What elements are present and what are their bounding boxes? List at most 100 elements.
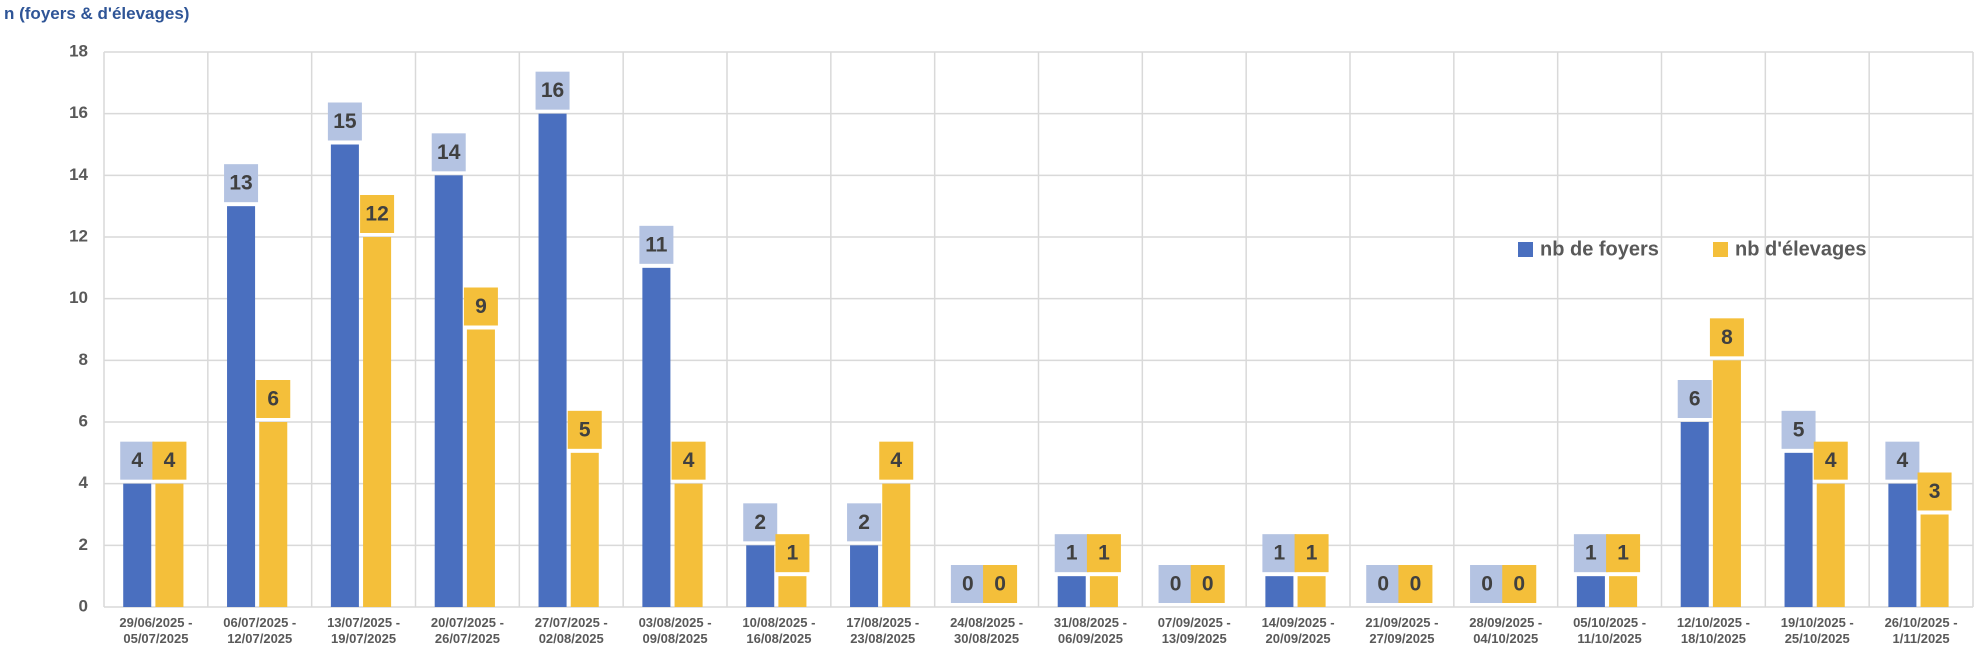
x-tick-label: 31/08/2025 - 06/09/2025	[1053, 615, 1127, 646]
bar	[227, 206, 256, 607]
bar	[1057, 576, 1086, 607]
value-label: 0	[1377, 573, 1389, 596]
value-label-box	[775, 534, 810, 573]
bar	[155, 483, 184, 607]
value-label: 11	[645, 233, 668, 256]
x-tick-label: 12/10/2025 - 18/10/2025	[1676, 615, 1750, 646]
bar	[259, 422, 288, 607]
x-tick-label: 10/08/2025 - 16/08/2025	[742, 615, 816, 646]
value-label: 1	[1306, 542, 1318, 565]
bar	[642, 267, 671, 607]
x-tick-label: 20/07/2025 - 26/07/2025	[430, 615, 504, 646]
value-label-box	[1366, 565, 1401, 603]
value-label-box	[671, 441, 706, 480]
value-label-box	[1190, 565, 1225, 603]
y-tick-label: 6	[79, 411, 88, 430]
bar	[1089, 576, 1118, 607]
x-tick-label: 27/07/2025 - 02/08/2025	[534, 615, 608, 646]
y-tick-label: 12	[69, 226, 88, 245]
bar	[1265, 576, 1294, 607]
value-label: 12	[365, 203, 388, 226]
value-label-box	[1573, 534, 1608, 573]
value-label-box	[879, 441, 914, 480]
bar	[1816, 483, 1845, 607]
value-label-box	[1885, 441, 1920, 480]
legend-label: nb d'élevages	[1735, 238, 1866, 260]
bar	[570, 452, 599, 607]
bar	[1888, 483, 1917, 607]
bar	[434, 175, 463, 608]
bar	[123, 483, 152, 607]
value-label-box	[327, 102, 362, 141]
value-label-box	[1781, 410, 1816, 449]
bar	[1920, 514, 1949, 607]
value-label: 4	[1825, 449, 1837, 472]
value-label: 1	[1585, 542, 1597, 565]
value-label-box	[1677, 380, 1712, 418]
bar	[1297, 576, 1326, 607]
x-tick-label: 05/10/2025 - 11/10/2025	[1573, 615, 1647, 646]
value-label-box	[360, 195, 395, 233]
x-tick-label: 07/09/2025 - 13/09/2025	[1157, 615, 1231, 646]
x-tick-label: 28/09/2025 - 04/10/2025	[1469, 615, 1543, 646]
y-tick-label: 8	[79, 350, 88, 369]
value-label-box	[1086, 534, 1121, 573]
value-label: 13	[229, 172, 252, 195]
y-tick-label: 16	[69, 103, 88, 122]
value-label-box	[639, 225, 674, 264]
value-label-box	[1709, 318, 1744, 357]
value-label-box	[463, 287, 498, 326]
value-label: 5	[579, 418, 591, 441]
y-axis-title: n (foyers & d'élevages)	[4, 4, 190, 23]
y-tick-label: 4	[79, 473, 89, 492]
bar	[778, 576, 807, 607]
value-label-box	[1606, 534, 1641, 573]
value-label: 4	[1897, 449, 1909, 472]
legend-swatch	[1713, 242, 1728, 257]
bar	[674, 483, 703, 607]
value-label: 0	[962, 573, 974, 596]
value-label-box	[1294, 534, 1329, 573]
bar	[1609, 576, 1638, 607]
value-label-box	[1262, 534, 1297, 573]
value-label: 2	[754, 511, 766, 534]
legend-swatch	[1518, 242, 1533, 257]
y-tick-label: 0	[79, 596, 88, 615]
value-label: 16	[541, 79, 564, 102]
value-label: 6	[1689, 388, 1701, 411]
bar	[850, 545, 879, 607]
value-label: 3	[1929, 480, 1941, 503]
value-label: 0	[1513, 573, 1525, 596]
value-label-box	[1054, 534, 1089, 573]
value-label: 2	[858, 511, 870, 534]
value-label: 0	[1170, 573, 1182, 596]
value-label: 1	[1274, 542, 1286, 565]
value-label: 0	[1410, 573, 1422, 596]
value-label-box	[1502, 565, 1537, 603]
y-tick-label: 14	[69, 165, 88, 184]
legend-label: nb de foyers	[1540, 238, 1659, 260]
value-label-box	[152, 441, 187, 480]
value-label-box	[743, 503, 778, 542]
value-label: 4	[164, 449, 176, 472]
value-label-box	[1813, 441, 1848, 480]
value-label-box	[1158, 565, 1193, 603]
bar	[330, 144, 359, 607]
y-tick-label: 10	[69, 288, 88, 307]
value-label-box	[431, 133, 466, 172]
bar	[1576, 576, 1605, 607]
value-label: 4	[683, 449, 695, 472]
bar	[466, 329, 495, 607]
value-label-box	[567, 410, 602, 449]
value-label-box	[256, 380, 291, 418]
value-label-box	[120, 441, 155, 480]
value-label: 0	[1202, 573, 1214, 596]
value-label-box	[847, 503, 882, 542]
value-label: 14	[437, 141, 461, 164]
value-label: 8	[1721, 326, 1733, 349]
bar	[1680, 422, 1709, 607]
value-label: 5	[1793, 418, 1805, 441]
x-tick-label: 24/08/2025 - 30/08/2025	[950, 615, 1024, 646]
